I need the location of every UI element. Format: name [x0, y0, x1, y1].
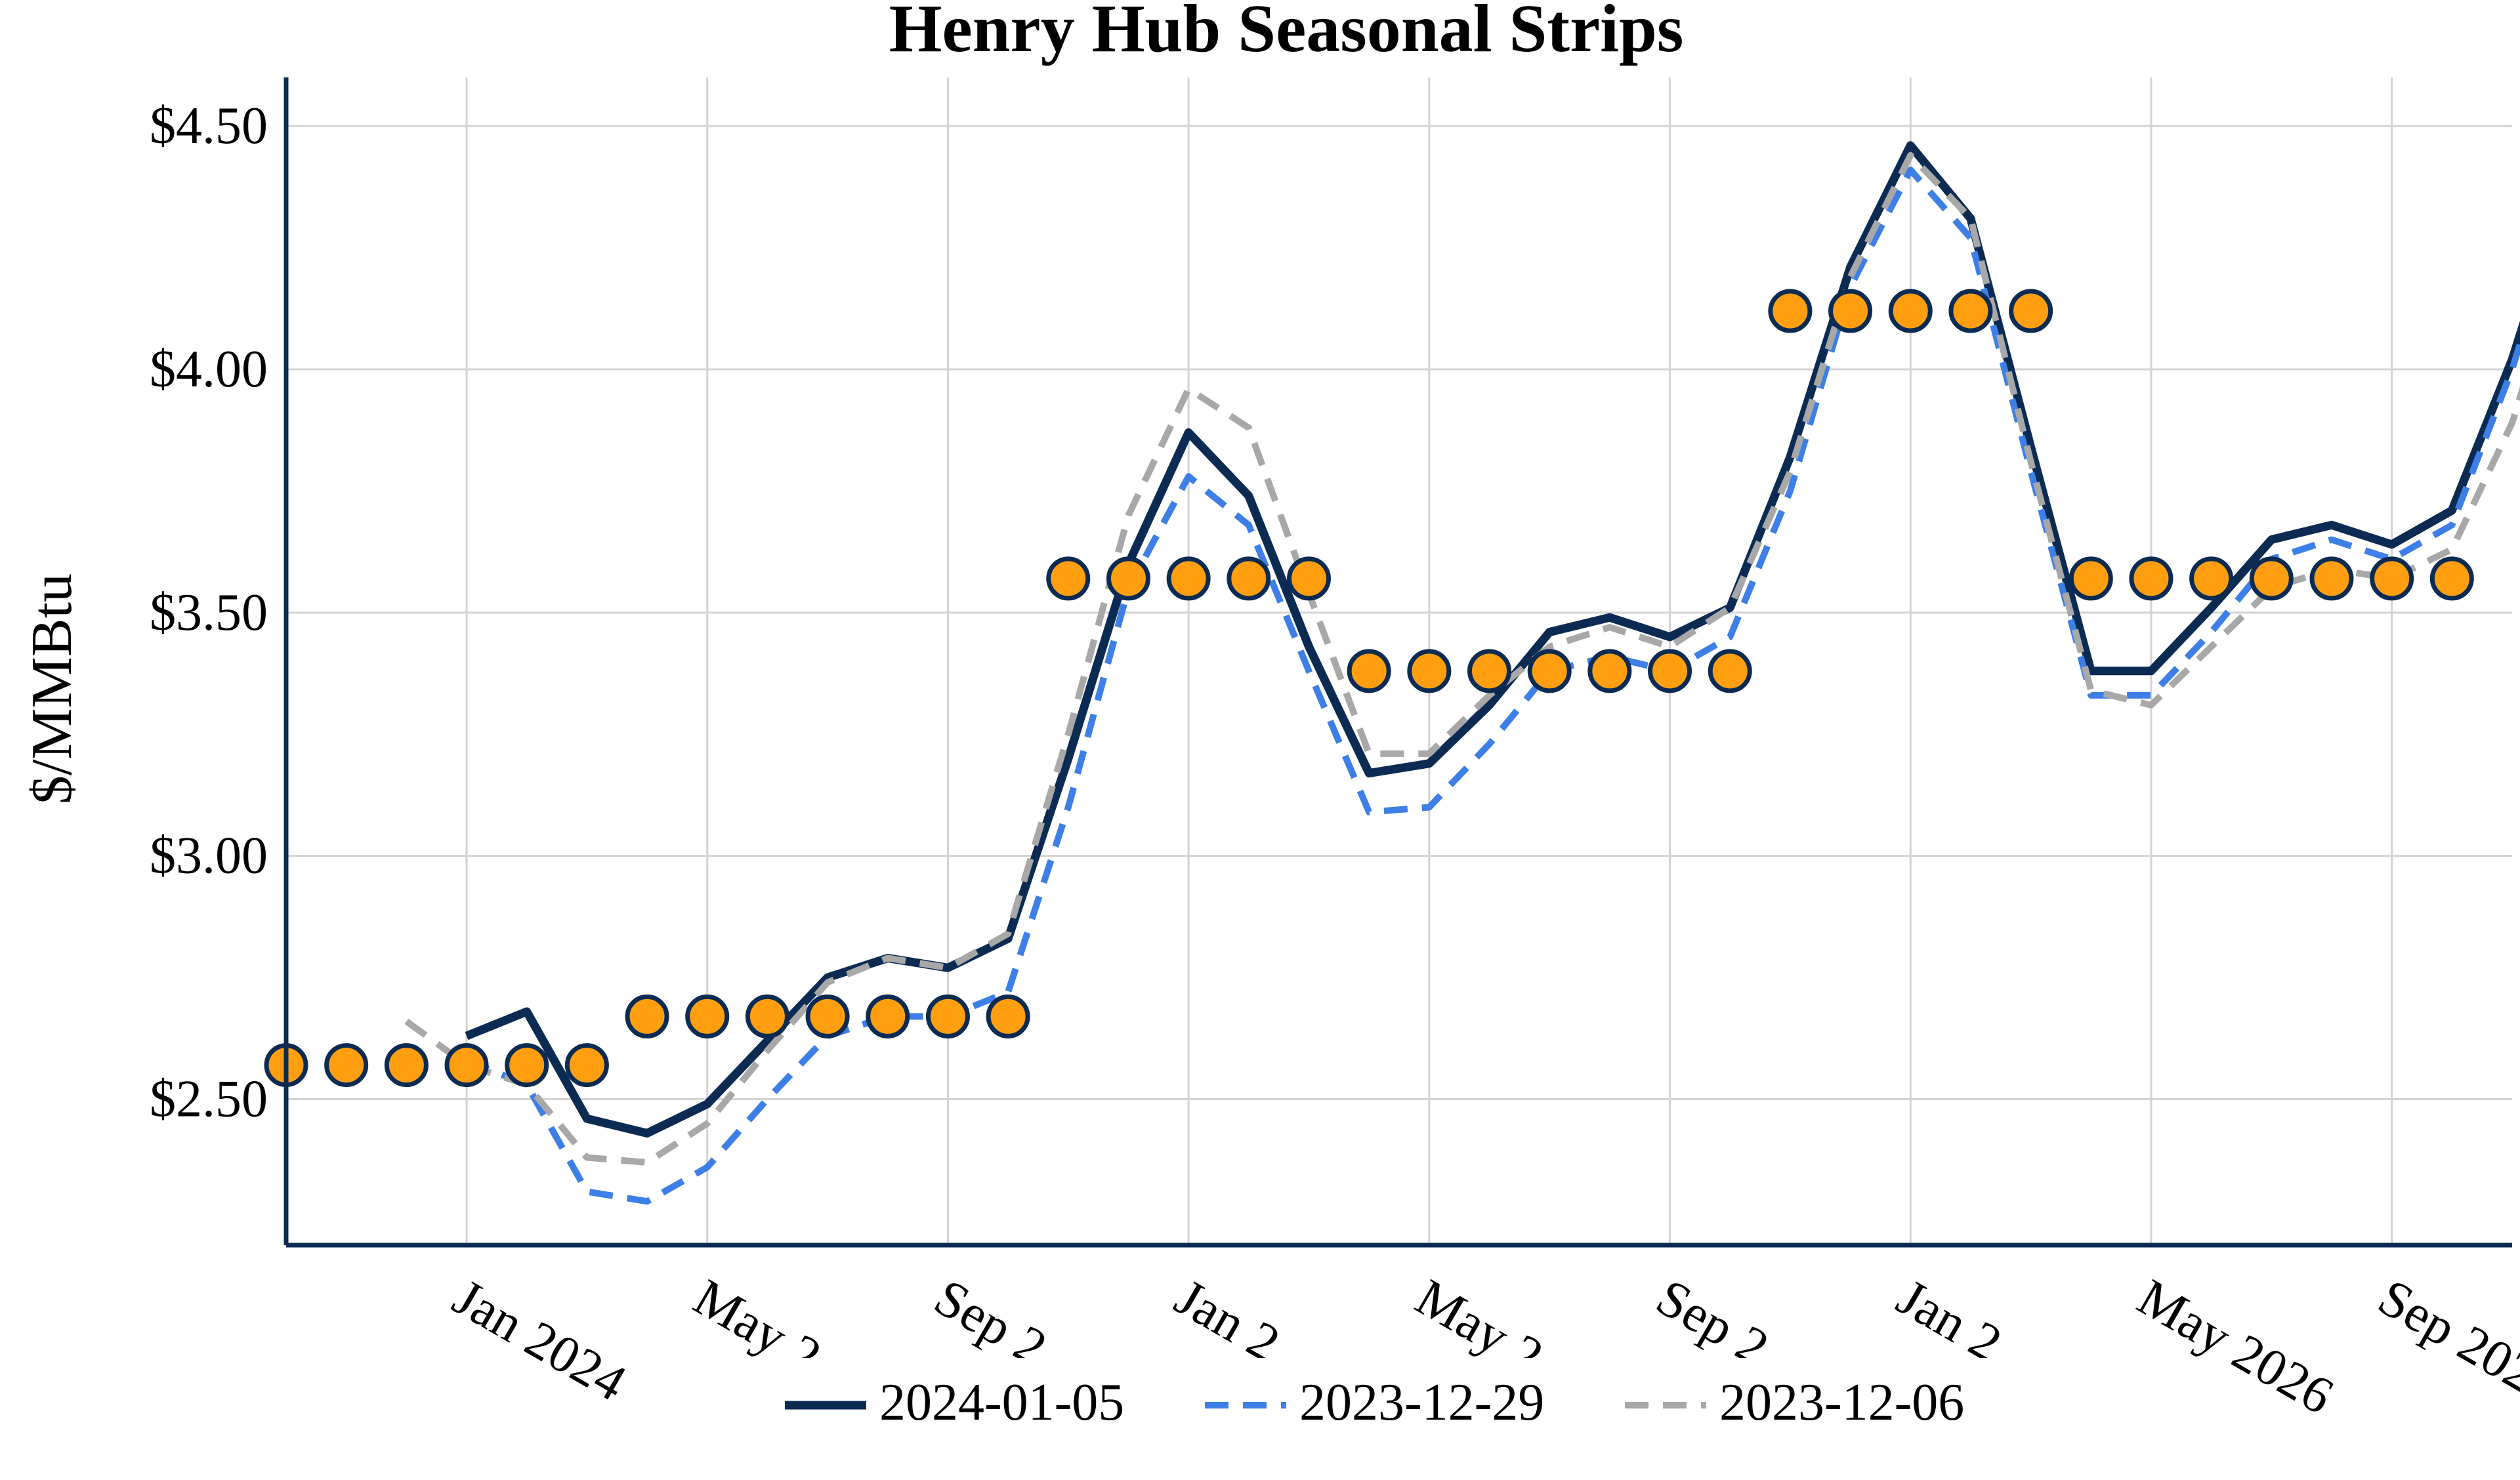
series-line-2023-12-06	[404, 152, 2520, 1166]
y-axis-label: $/MMBtu	[20, 573, 84, 804]
strip-marker	[505, 1043, 549, 1088]
strip-marker	[745, 994, 789, 1038]
strip-marker	[625, 994, 669, 1038]
strip-marker	[866, 994, 910, 1038]
legend: 2024-01-05 2023-12-29 2023-12-06	[785, 1374, 1964, 1431]
strip-marker	[1768, 289, 1813, 333]
y-tick-label: $4.00	[150, 340, 268, 398]
axis-layer	[284, 77, 2512, 1248]
grid-layer	[286, 77, 2512, 1245]
strip-marker	[564, 1043, 609, 1088]
legend-background	[755, 1358, 2054, 1480]
strip-marker	[1467, 649, 1512, 693]
strip-marker	[925, 994, 970, 1038]
strip-marker	[2309, 556, 2354, 601]
strip-marker	[1166, 556, 1211, 601]
strip-marker	[1046, 556, 1091, 601]
chart-title: Henry Hub Seasonal Strips	[889, 0, 1684, 66]
y-tick-label: $3.00	[150, 827, 268, 885]
strip-marker	[1227, 556, 1271, 601]
strip-marker	[986, 994, 1030, 1038]
strip-marker	[2189, 556, 2234, 601]
series-line-2023-12-29	[465, 166, 2520, 1205]
strip-marker	[2249, 556, 2294, 601]
strip-marker	[1828, 289, 1873, 333]
strip-marker	[1587, 649, 1632, 693]
y-tick-label: $2.50	[150, 1071, 268, 1128]
legend-label: 2023-12-29	[1299, 1374, 1544, 1431]
strip-marker	[805, 994, 850, 1038]
strip-marker	[1407, 649, 1452, 693]
strip-marker	[2068, 556, 2113, 601]
strip-marker	[1527, 649, 1572, 693]
strip-marker	[384, 1043, 429, 1088]
y-tick-label: $3.50	[150, 584, 268, 642]
strip-marker	[1948, 289, 1993, 333]
legend-label: 2023-12-06	[1719, 1374, 1964, 1431]
strip-marker	[2129, 556, 2174, 601]
strip-marker	[444, 1043, 489, 1088]
strip-marker	[324, 1043, 369, 1088]
strip-marker	[2429, 556, 2474, 601]
strip-marker	[1286, 556, 1331, 601]
strip-marker	[2009, 289, 2053, 333]
strip-marker	[1347, 649, 1391, 693]
strip-marker	[685, 994, 730, 1038]
strip-marker	[2370, 556, 2414, 601]
strip-marker	[1648, 649, 1692, 693]
y-tick-label: $4.50	[150, 97, 268, 155]
strip-marker	[1708, 649, 1752, 693]
strip-marker	[1106, 556, 1150, 601]
strip-marker	[1888, 289, 1933, 333]
legend-label: 2024-01-05	[879, 1374, 1124, 1431]
marker-layer	[264, 289, 2474, 1088]
